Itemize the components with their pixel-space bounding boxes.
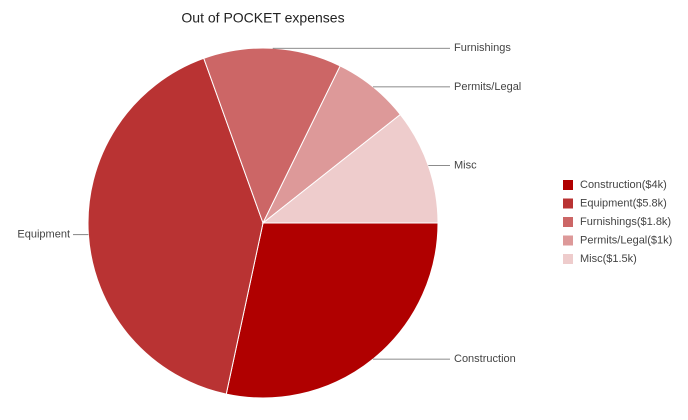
pie-slice (225, 222, 439, 399)
legend-label: Permits/Legal($1k) (580, 234, 672, 246)
slice-label: Furnishings (454, 42, 511, 54)
legend-label: Construction($4k) (580, 179, 667, 191)
legend-swatch (563, 254, 573, 264)
slice-label: Equipment (17, 229, 70, 241)
legend-swatch (563, 217, 573, 227)
legend-swatch (563, 180, 573, 190)
slice-label: Permits/Legal (454, 81, 521, 93)
pie-slice (87, 57, 264, 395)
legend-label: Equipment($5.8k) (580, 197, 667, 209)
legend-swatch (563, 198, 573, 209)
chart-title: Out of POCKET expenses (181, 10, 344, 26)
legend-label: Furnishings($1.8k) (580, 216, 671, 228)
legend-label: Misc($1.5k) (580, 253, 637, 265)
legend-swatch (563, 235, 573, 246)
pie-slice (203, 47, 341, 225)
pie-slice (261, 113, 439, 224)
slice-label: Construction (454, 353, 516, 365)
slice-label: Misc (454, 160, 477, 172)
